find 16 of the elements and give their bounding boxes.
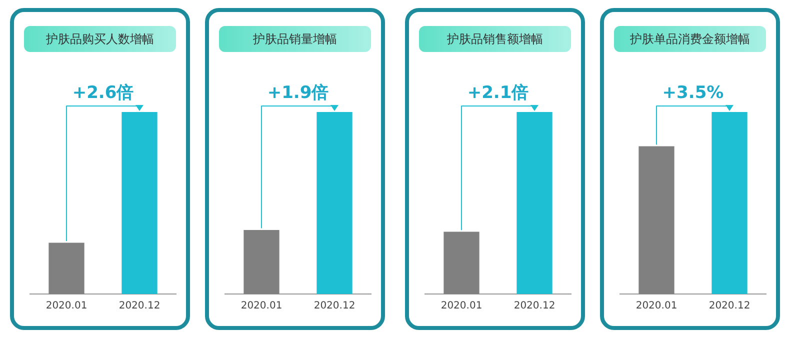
x-tick-label: 2020.12 bbox=[514, 300, 556, 312]
x-tick-label: 2020.01 bbox=[46, 300, 88, 312]
x-tick-label: 2020.01 bbox=[240, 300, 282, 312]
text: +3.5% bbox=[662, 82, 724, 103]
x-tick-label: 2020.12 bbox=[708, 300, 750, 312]
text: +1.9倍 bbox=[267, 82, 329, 103]
chart-title: 护肤品销量增幅 bbox=[219, 26, 371, 52]
text: +2.6倍 bbox=[72, 82, 134, 103]
x-tick-label: 2020.01 bbox=[636, 300, 678, 312]
x-tick-label: 2020.12 bbox=[118, 300, 160, 312]
chart-title: 护肤品购买人数增幅 bbox=[24, 26, 176, 52]
x-tick-label: 2020.01 bbox=[440, 300, 482, 312]
x-tick-label: 2020.12 bbox=[314, 300, 356, 312]
chart-title: 护肤单品消费金额增幅 bbox=[614, 26, 766, 52]
text: +2.1倍 bbox=[467, 82, 529, 103]
chart-title: 护肤品销售额增幅 bbox=[419, 26, 571, 52]
